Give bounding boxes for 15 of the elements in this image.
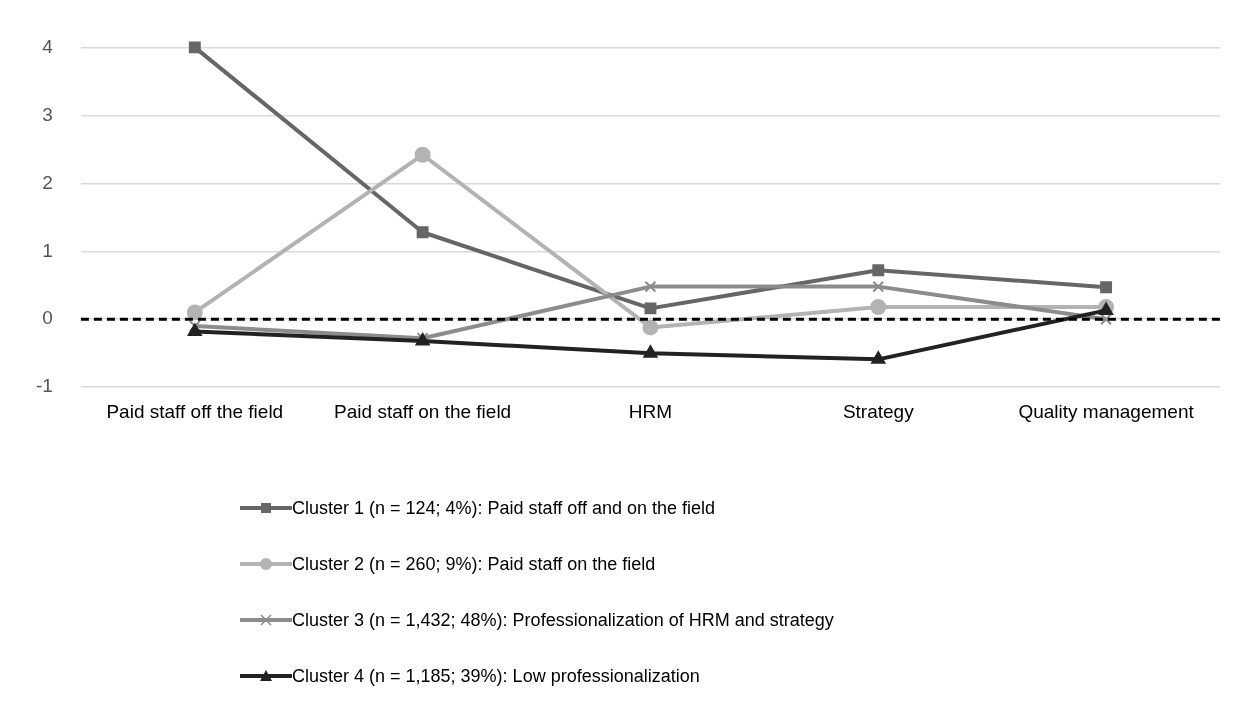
y-tick-label: 3 <box>42 103 53 125</box>
legend-label: Cluster 4 (n = 1,185; 39%): Low professionalization <box>292 665 700 687</box>
legend-label: Cluster 2 (n = 260; 9%): Paid staff on the field <box>292 553 656 575</box>
x-tick-label: Paid staff off the field <box>106 400 284 422</box>
x-tick-label: Quality management <box>1018 400 1195 422</box>
legend-label: Cluster 1 (n = 124; 4%): Paid staff off and on the field <box>292 497 716 519</box>
x-tick-label: HRM <box>628 400 673 422</box>
y-tick-label: -1 <box>35 375 53 397</box>
y-tick-label: 4 <box>42 35 54 57</box>
legend-label: Cluster 3 (n = 1,432; 48%): Professionalization of HRM and strategy <box>292 609 834 631</box>
y-tick-label: 2 <box>42 171 53 193</box>
y-tick-label: 0 <box>42 307 53 329</box>
y-tick-label: 1 <box>42 239 53 261</box>
x-tick-label: Strategy <box>842 400 915 422</box>
x-tick-label: Paid staff on the field <box>334 400 512 422</box>
